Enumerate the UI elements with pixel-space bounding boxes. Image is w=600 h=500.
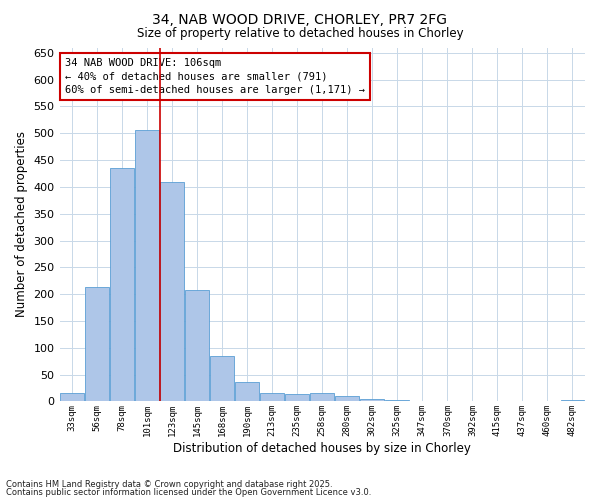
Bar xyxy=(385,400,409,402)
Bar xyxy=(110,168,134,402)
Bar xyxy=(410,401,434,402)
Y-axis label: Number of detached properties: Number of detached properties xyxy=(15,132,28,318)
Bar xyxy=(235,382,259,402)
Bar xyxy=(335,396,359,402)
Bar xyxy=(185,290,209,402)
Bar xyxy=(60,394,84,402)
Bar xyxy=(260,394,284,402)
Text: 34 NAB WOOD DRIVE: 106sqm
← 40% of detached houses are smaller (791)
60% of semi: 34 NAB WOOD DRIVE: 106sqm ← 40% of detac… xyxy=(65,58,365,94)
Text: Contains public sector information licensed under the Open Government Licence v3: Contains public sector information licen… xyxy=(6,488,371,497)
Bar xyxy=(560,400,584,402)
Bar xyxy=(461,401,484,402)
Bar xyxy=(160,182,184,402)
Bar xyxy=(135,130,159,402)
Bar xyxy=(286,394,309,402)
Bar xyxy=(310,394,334,402)
Bar xyxy=(361,398,384,402)
Bar xyxy=(210,356,234,402)
Text: Contains HM Land Registry data © Crown copyright and database right 2025.: Contains HM Land Registry data © Crown c… xyxy=(6,480,332,489)
Bar xyxy=(85,287,109,402)
Text: Size of property relative to detached houses in Chorley: Size of property relative to detached ho… xyxy=(137,28,463,40)
Text: 34, NAB WOOD DRIVE, CHORLEY, PR7 2FG: 34, NAB WOOD DRIVE, CHORLEY, PR7 2FG xyxy=(152,12,448,26)
Bar xyxy=(436,401,459,402)
X-axis label: Distribution of detached houses by size in Chorley: Distribution of detached houses by size … xyxy=(173,442,471,455)
